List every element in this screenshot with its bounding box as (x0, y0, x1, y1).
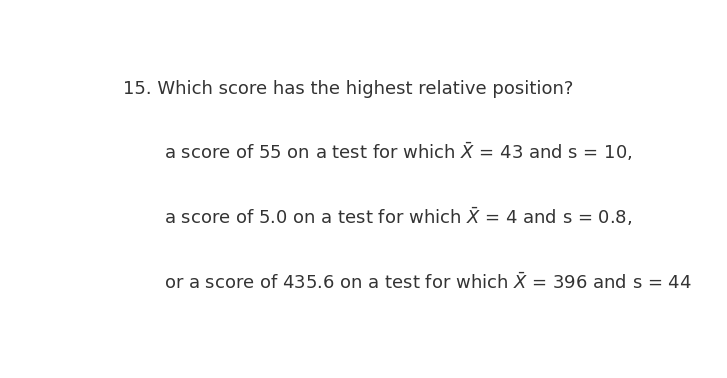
Text: or a score of 435.6 on a test for which $\mathit{\bar{X}}$ = 396 and s = 44: or a score of 435.6 on a test for which … (164, 272, 692, 293)
Text: a score of 5.0 on a test for which $\mathit{\bar{X}}$ = 4 and s = 0.8,: a score of 5.0 on a test for which $\mat… (164, 206, 632, 228)
Text: 15. Which score has the highest relative position?: 15. Which score has the highest relative… (123, 80, 574, 98)
Text: a score of 55 on a test for which $\mathit{\bar{X}}$ = 43 and s = 10,: a score of 55 on a test for which $\math… (164, 140, 632, 163)
